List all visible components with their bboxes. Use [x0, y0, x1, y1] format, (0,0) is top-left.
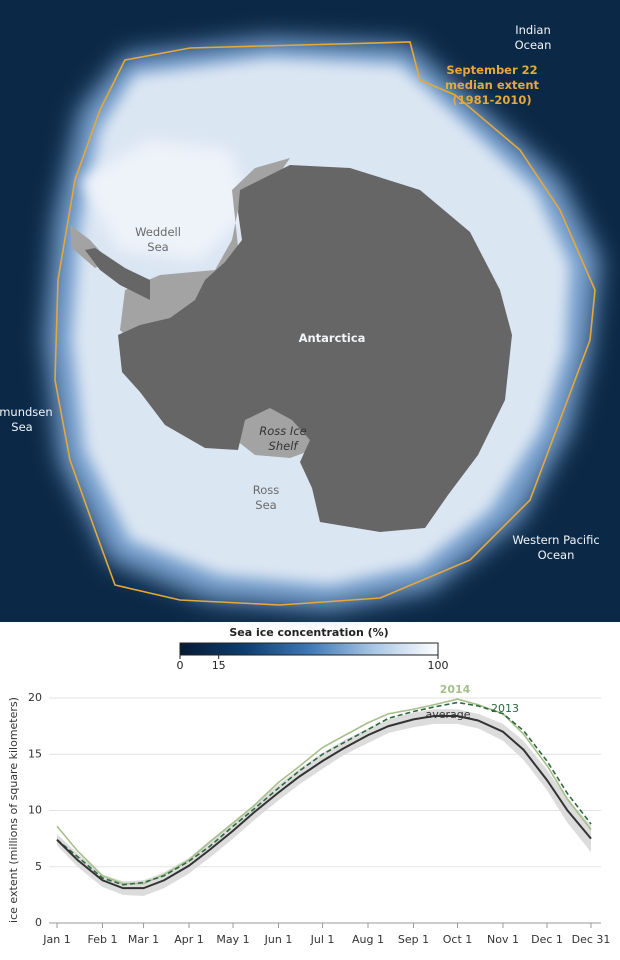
series-label: 2013 [491, 702, 519, 715]
colorbar-tick-label: 0 [177, 659, 184, 672]
x-tick-label: Oct 1 [443, 933, 473, 946]
map: Indian Ocean September 22 median extent (19… [0, 0, 620, 622]
x-tick-label: May 1 [216, 933, 249, 946]
map-label: Antarctica [299, 331, 366, 345]
y-tick-label: 15 [28, 747, 42, 760]
x-tick-label: Feb 1 [87, 933, 117, 946]
x-tick-label: Dec 1 [531, 933, 563, 946]
map-label: Ross Sea [253, 483, 280, 512]
y-tick-label: 5 [35, 860, 42, 873]
map-label: Ross Ice Shelf [259, 424, 306, 453]
continent [85, 165, 512, 532]
series-line [56, 701, 592, 886]
colorbar-title: Sea ice concentration (%) [229, 626, 388, 639]
y-tick-label: 20 [28, 691, 42, 704]
range-band [57, 709, 591, 896]
x-tick-label: Dec 31 [572, 933, 611, 946]
colorbar-tick-label: 100 [428, 659, 449, 672]
x-tick-label: Jul 1 [310, 933, 335, 946]
x-tick-label: Apr 1 [174, 933, 204, 946]
x-tick-label: Nov 1 [487, 933, 519, 946]
map-label: September 22 median extent (1981-2010) [445, 63, 540, 107]
series-label: average [425, 708, 470, 721]
ice-core [80, 140, 250, 260]
x-tick-label: Mar 1 [128, 933, 159, 946]
y-tick-label: 0 [35, 916, 42, 929]
map-label: Indian Ocean [515, 23, 552, 52]
map-label: Western Pacific Ocean [512, 533, 599, 562]
series-line [56, 715, 592, 890]
y-axis-label: ice extent (millions of square kilometer… [7, 697, 20, 923]
map-label: AmundsenSea [0, 405, 53, 434]
series-line [56, 698, 592, 885]
x-tick-label: Jan 1 [42, 933, 70, 946]
x-tick-label: Jun 1 [264, 933, 293, 946]
colorbar [179, 642, 439, 656]
y-tick-label: 10 [28, 804, 42, 817]
median-extent [54, 41, 596, 606]
x-tick-label: Aug 1 [352, 933, 384, 946]
colorbar-tick-label: 15 [212, 659, 226, 672]
x-tick-label: Sep 1 [398, 933, 429, 946]
series-label: 2014 [440, 683, 471, 696]
map-label: Weddell Sea [135, 225, 181, 254]
